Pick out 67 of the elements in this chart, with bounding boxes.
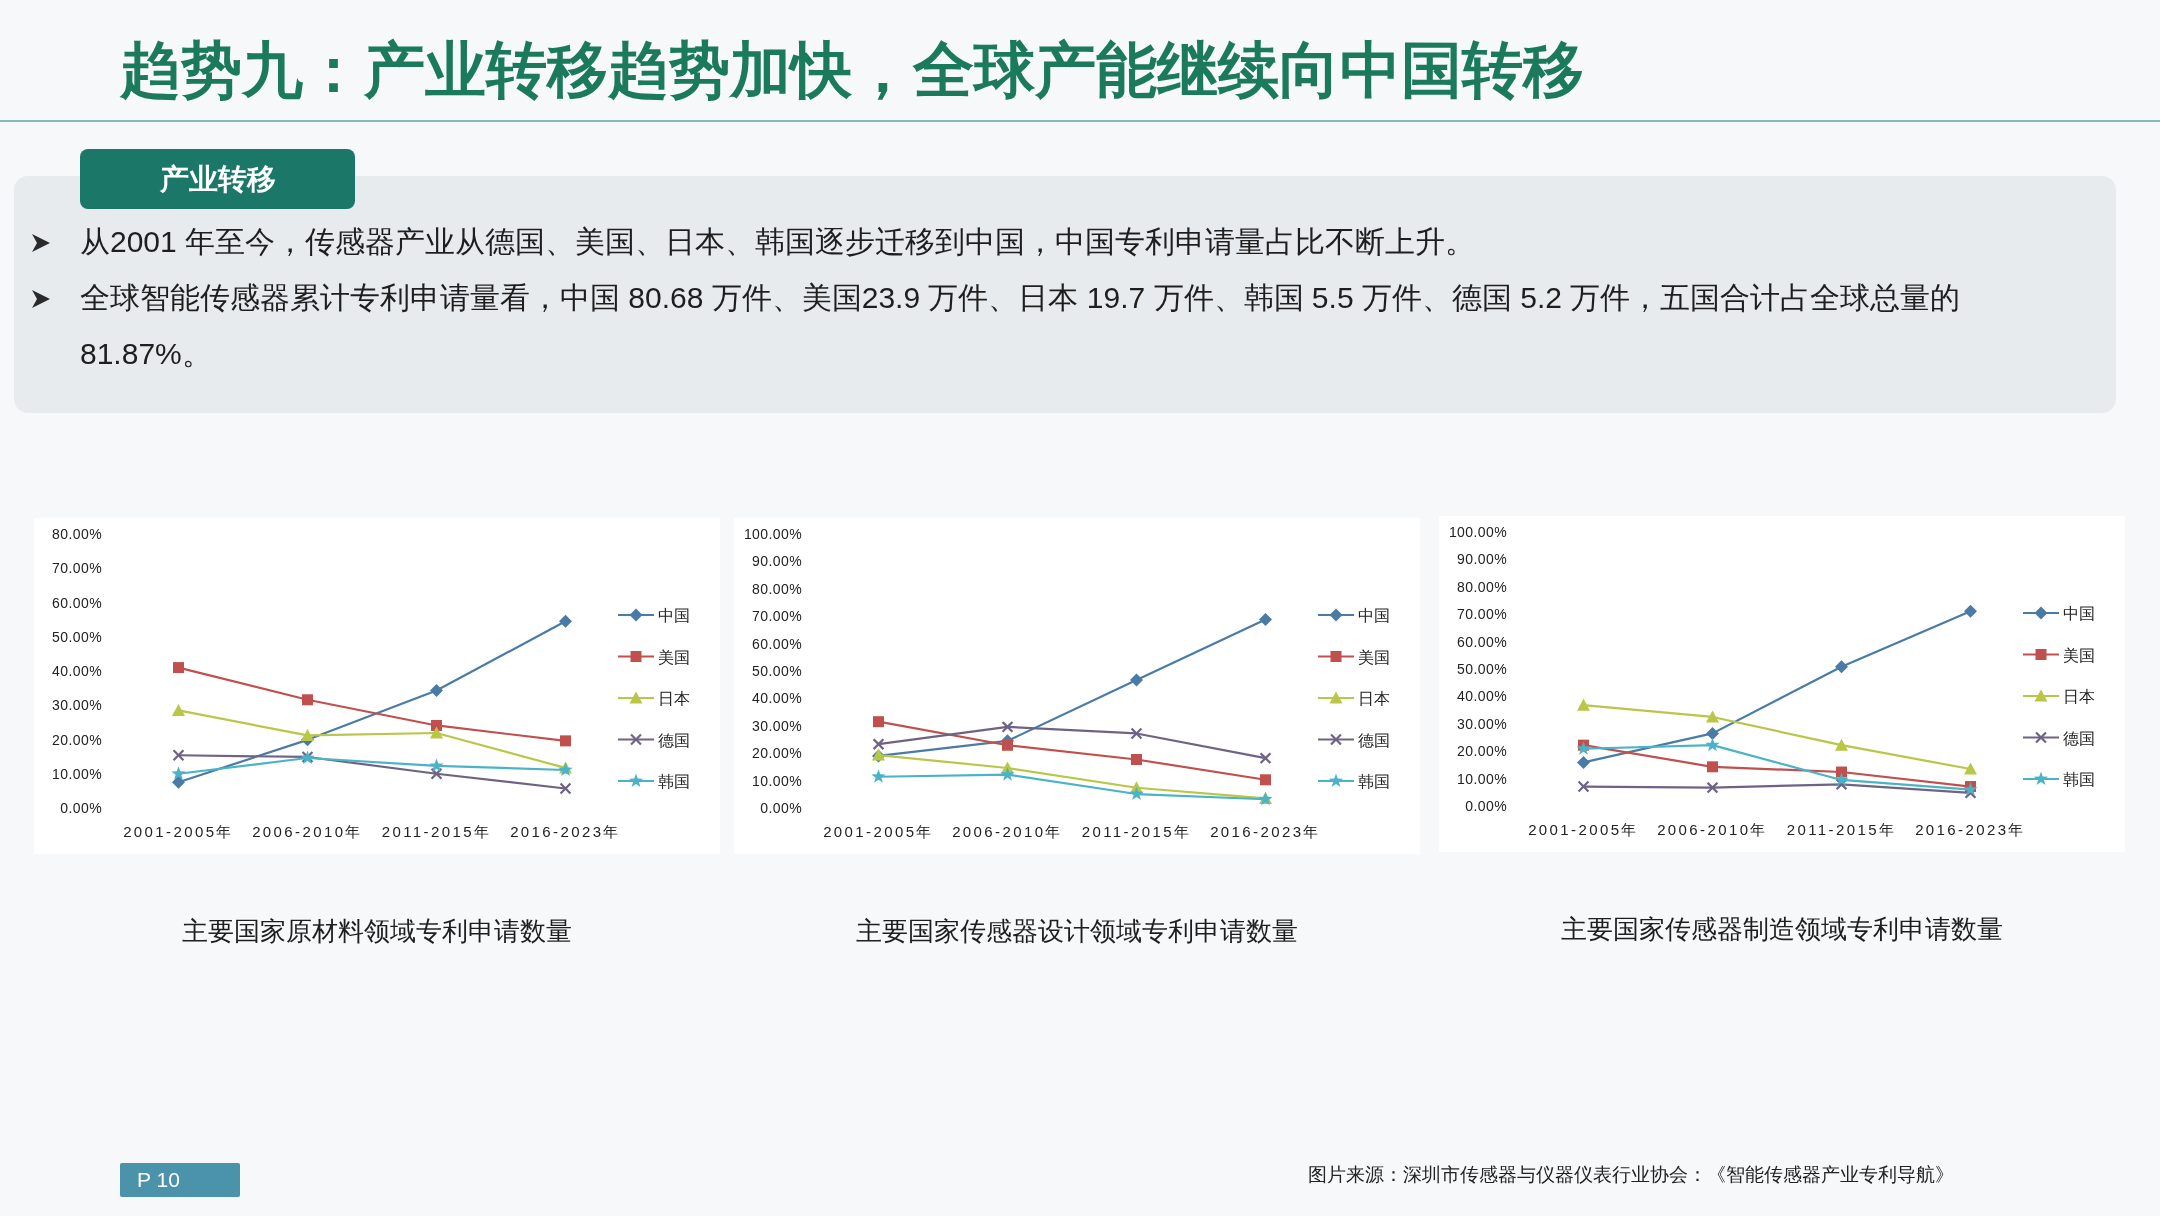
x-tick-label: 2001-2005年	[123, 823, 234, 840]
text: 产业转移	[80, 149, 355, 209]
y-tick-label: 90.00%	[752, 553, 802, 570]
y-tick-label: 80.00%	[52, 526, 102, 542]
x-tick-label: 2016-2023年	[1915, 821, 2026, 838]
text: 主要国家传感器制造领域专利申请数量	[1561, 914, 2003, 944]
legend-label: 韩国	[658, 773, 690, 790]
x-tick-label: 2006-2010年	[252, 823, 363, 840]
y-tick-label: 30.00%	[752, 717, 802, 734]
x-tick-label: 2001-2005年	[1528, 821, 1639, 838]
y-tick-label: 20.00%	[752, 745, 802, 762]
text: 图片来源：深圳市传感器与仪器仪表行业协会：《智能传感器产业专利导航》	[1308, 1163, 1954, 1187]
y-tick-label: 0.00%	[60, 800, 102, 816]
x-tick-label: 2011-2015年	[381, 823, 492, 840]
legend-label: 德国	[2063, 729, 2095, 747]
text: P 10	[137, 1167, 180, 1193]
y-tick-label: 10.00%	[1457, 770, 1507, 787]
legend-label: 德国	[1358, 731, 1390, 749]
y-tick-label: 40.00%	[1457, 688, 1507, 705]
text: 趋势九：产业转移趋势加快，全球产能继续向中国转移	[120, 35, 1584, 106]
legend-label: 中国	[2063, 605, 2095, 622]
legend-label: 韩国	[2063, 771, 2095, 788]
y-tick-label: 80.00%	[1457, 578, 1507, 595]
legend-label: 美国	[1358, 648, 1390, 666]
y-tick-label: 60.00%	[752, 635, 802, 652]
legend-label: 中国	[658, 607, 690, 624]
legend-label: 美国	[2063, 646, 2095, 664]
legend-label: 日本	[658, 690, 690, 707]
legend-label: 日本	[1358, 690, 1390, 707]
y-tick-label: 40.00%	[52, 663, 102, 679]
y-tick-label: 50.00%	[1457, 661, 1507, 677]
legend-label: 韩国	[1358, 773, 1390, 790]
y-tick-label: 20.00%	[1457, 743, 1507, 760]
text: 从2001 年至今，传感器产业从德国、美国、日本、韩国逐步迁移到中国，中国专利申请量占比不断上升。	[80, 224, 1477, 260]
y-tick-label: 20.00%	[52, 731, 102, 748]
x-tick-label: 2006-2010年	[952, 823, 1063, 840]
legend-label: 中国	[1358, 607, 1390, 624]
y-tick-label: 40.00%	[752, 690, 802, 707]
y-tick-label: 100.00%	[1448, 524, 1507, 540]
y-tick-label: 0.00%	[1465, 798, 1507, 814]
legend-label: 日本	[2063, 688, 2095, 705]
y-tick-label: 30.00%	[52, 697, 102, 714]
y-tick-label: 70.00%	[752, 608, 802, 625]
y-tick-label: 70.00%	[52, 560, 102, 577]
text: 主要国家原材料领域专利申请数量	[182, 916, 572, 946]
x-tick-label: 2016-2023年	[1210, 823, 1321, 840]
y-tick-label: 50.00%	[752, 663, 802, 679]
y-tick-label: 10.00%	[52, 765, 102, 782]
y-tick-label: 10.00%	[752, 772, 802, 789]
y-tick-label: 0.00%	[760, 800, 802, 816]
y-tick-label: 30.00%	[1457, 715, 1507, 732]
text: 主要国家传感器设计领域专利申请数量	[856, 916, 1298, 946]
x-tick-label: 2006-2010年	[1657, 821, 1768, 838]
y-tick-label: 60.00%	[52, 594, 102, 611]
legend-label: 美国	[658, 648, 690, 666]
y-tick-label: 70.00%	[1457, 606, 1507, 623]
y-tick-label: 60.00%	[1457, 633, 1507, 650]
y-tick-label: 80.00%	[752, 580, 802, 597]
x-tick-label: 2011-2015年	[1786, 821, 1897, 838]
y-tick-label: 50.00%	[52, 628, 102, 645]
text: 全球智能传感器累计专利申请量看，中国 80.68 万件、美国23.9 万件、日本 19.7 万件、韩国 5.5 万件、德国 5.2 万件，五国合计占全球总量的 81.87%。	[80, 280, 1962, 372]
y-tick-label: 90.00%	[1457, 551, 1507, 568]
legend-label: 德国	[658, 731, 690, 749]
x-tick-label: 2011-2015年	[1081, 823, 1192, 840]
x-tick-label: 2001-2005年	[823, 823, 934, 840]
y-tick-label: 100.00%	[743, 526, 802, 542]
x-tick-label: 2016-2023年	[510, 823, 621, 840]
